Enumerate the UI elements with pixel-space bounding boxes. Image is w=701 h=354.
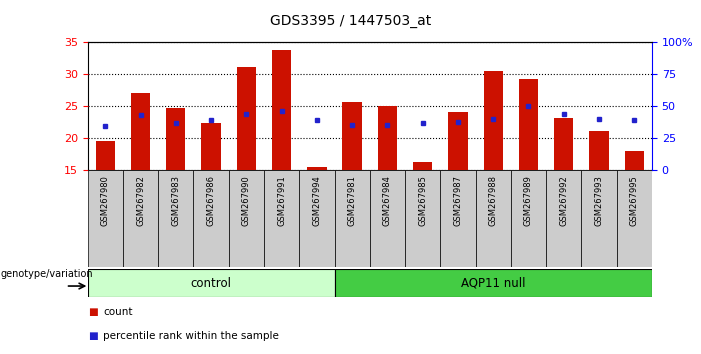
Text: GSM267988: GSM267988	[489, 175, 498, 226]
Bar	[625, 151, 644, 170]
Bar	[343, 102, 362, 170]
Bar	[131, 93, 150, 170]
Bar	[123, 170, 158, 267]
Bar	[554, 118, 573, 170]
Text: GSM267989: GSM267989	[524, 175, 533, 225]
Text: GSM267987: GSM267987	[454, 175, 463, 226]
Bar	[264, 170, 299, 267]
Bar	[88, 269, 334, 297]
Bar	[299, 170, 334, 267]
Bar	[413, 162, 433, 170]
Bar	[617, 170, 652, 267]
Bar	[546, 170, 581, 267]
Text: GSM267984: GSM267984	[383, 175, 392, 225]
Bar	[237, 67, 256, 170]
Text: GSM267980: GSM267980	[101, 175, 110, 225]
Bar	[590, 131, 608, 170]
Bar	[475, 170, 511, 267]
Text: GSM267981: GSM267981	[348, 175, 357, 225]
Text: GDS3395 / 1447503_at: GDS3395 / 1447503_at	[270, 14, 431, 28]
Text: GSM267993: GSM267993	[594, 175, 604, 225]
Text: GSM267994: GSM267994	[313, 175, 321, 225]
Bar	[378, 105, 397, 170]
Text: GSM267983: GSM267983	[171, 175, 180, 226]
Bar	[511, 170, 546, 267]
Text: GSM267992: GSM267992	[559, 175, 569, 225]
Bar	[307, 167, 327, 170]
Text: GSM267991: GSM267991	[277, 175, 286, 225]
Bar	[519, 79, 538, 170]
Bar	[95, 141, 115, 170]
Bar	[370, 170, 405, 267]
Bar	[201, 124, 221, 170]
Bar	[448, 112, 468, 170]
Text: GSM267986: GSM267986	[207, 175, 216, 226]
Text: control: control	[191, 277, 231, 290]
Bar	[581, 170, 617, 267]
Text: GSM267995: GSM267995	[629, 175, 639, 225]
Text: GSM267985: GSM267985	[418, 175, 427, 225]
Bar	[484, 71, 503, 170]
Bar	[405, 170, 440, 267]
Text: ■: ■	[88, 307, 97, 316]
Bar	[440, 170, 475, 267]
Bar	[88, 170, 123, 267]
Bar	[272, 50, 292, 170]
Bar	[193, 170, 229, 267]
Text: GSM267990: GSM267990	[242, 175, 251, 225]
Bar	[334, 170, 370, 267]
Bar	[334, 269, 652, 297]
Text: percentile rank within the sample: percentile rank within the sample	[103, 331, 279, 341]
Text: count: count	[103, 307, 132, 316]
Text: genotype/variation: genotype/variation	[1, 269, 93, 279]
Bar	[166, 108, 186, 170]
Bar	[229, 170, 264, 267]
Bar	[158, 170, 193, 267]
Text: AQP11 null: AQP11 null	[461, 277, 526, 290]
Text: ■: ■	[88, 331, 97, 341]
Text: GSM267982: GSM267982	[136, 175, 145, 225]
